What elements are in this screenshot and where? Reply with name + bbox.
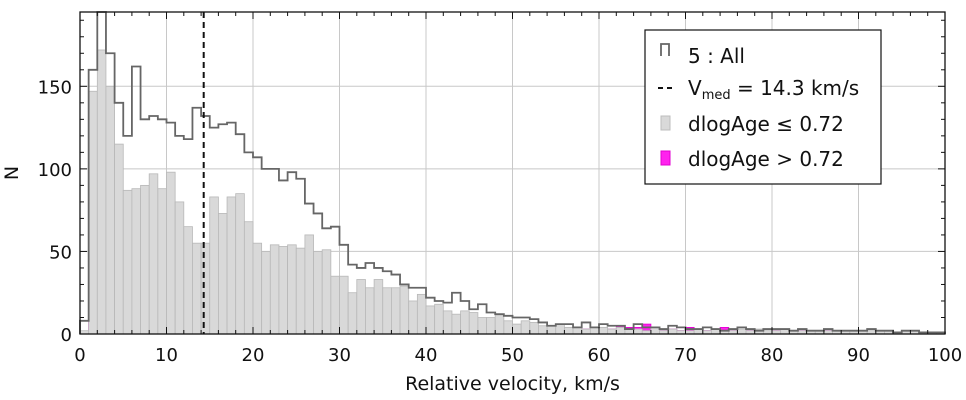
bar (148, 173, 159, 335)
bar (192, 242, 202, 335)
bar (667, 328, 678, 335)
bar (650, 326, 660, 335)
bar (468, 312, 479, 335)
bar (209, 196, 219, 335)
bar (460, 310, 470, 335)
y-tick-labels: 0 50 100 150 (38, 77, 72, 346)
bar (131, 188, 141, 335)
y-tick-label: 50 (49, 242, 72, 263)
x-tick-label: 90 (847, 345, 870, 366)
bar (365, 287, 375, 335)
bar (477, 317, 487, 335)
bar (373, 279, 384, 335)
bar (382, 287, 392, 335)
bar (512, 323, 522, 335)
bar (287, 244, 297, 335)
bar (347, 292, 358, 335)
bar (313, 251, 323, 335)
bar (555, 323, 565, 335)
bar (114, 143, 124, 335)
bar (269, 244, 280, 335)
x-tick-label: 50 (501, 345, 524, 366)
legend-label-young: dlogAge ≤ 0.72 (688, 112, 844, 136)
step-line-all (79, 11, 946, 334)
legend-box (644, 29, 882, 185)
bar (390, 287, 401, 335)
x-tick-label: 30 (328, 345, 351, 366)
bar (434, 303, 444, 335)
bar (88, 90, 98, 335)
bar (200, 242, 211, 335)
bar (425, 305, 436, 335)
bar (399, 285, 410, 335)
series-all-step (79, 11, 946, 334)
bar (235, 193, 245, 335)
bar (339, 275, 349, 335)
x-tick-labels: 0 10 20 30 40 50 60 70 80 90 100 (74, 345, 962, 366)
bar (295, 247, 306, 335)
bar (520, 320, 531, 335)
bar (538, 325, 548, 335)
bar (416, 293, 427, 335)
bar (330, 275, 340, 335)
bar (607, 328, 617, 335)
legend-label-all: 5 : All (688, 44, 745, 68)
x-tick-label: 80 (761, 345, 784, 366)
bar (243, 221, 254, 335)
bar (217, 213, 228, 335)
bar (529, 322, 539, 335)
y-tick-label: 100 (38, 160, 72, 181)
legend-marker-old (660, 150, 671, 166)
bar (157, 188, 167, 335)
bar (304, 234, 314, 335)
bar (503, 320, 513, 335)
bar (122, 189, 133, 335)
x-tick-label: 70 (674, 345, 697, 366)
bar (615, 326, 626, 335)
legend: 5 : All Vmed = 14.3 km/s dlogAge ≤ 0.72 … (644, 29, 882, 185)
bar (442, 310, 453, 335)
bar (737, 328, 747, 335)
bar (174, 201, 185, 335)
bar (494, 313, 505, 335)
x-tick-label: 0 (74, 345, 85, 366)
bar (96, 49, 107, 335)
bar (564, 326, 574, 335)
y-tick-label: 150 (38, 77, 72, 98)
bar (486, 317, 496, 335)
legend-marker-all (660, 43, 670, 56)
axis-ticks (79, 12, 946, 335)
bar (589, 326, 600, 335)
bar (356, 279, 366, 335)
bar (321, 249, 332, 335)
bar (572, 326, 583, 335)
x-tick-label: 60 (588, 345, 611, 366)
bar (278, 246, 289, 335)
x-axis-label: Relative velocity, km/s (405, 373, 620, 395)
y-tick-label: 0 (61, 325, 72, 346)
bar (252, 242, 263, 335)
x-tick-label: 40 (415, 345, 438, 366)
bar (546, 325, 557, 335)
bar (408, 300, 418, 335)
bar (140, 184, 150, 335)
bar (166, 171, 176, 335)
x-tick-label: 10 (155, 345, 178, 366)
bar (581, 328, 591, 335)
bar (633, 328, 643, 335)
bar (261, 251, 271, 335)
legend-label-old: dlogAge > 0.72 (688, 147, 844, 171)
bar (183, 226, 193, 335)
bar (226, 196, 237, 335)
y-axis-label: N (1, 166, 23, 180)
x-tick-label: 100 (928, 345, 962, 366)
x-tick-label: 20 (242, 345, 265, 366)
legend-marker-young (660, 115, 671, 131)
bar (451, 313, 462, 335)
bar (598, 326, 609, 335)
legend-label-median: Vmed = 14.3 km/s (688, 76, 859, 103)
bar (105, 85, 115, 335)
